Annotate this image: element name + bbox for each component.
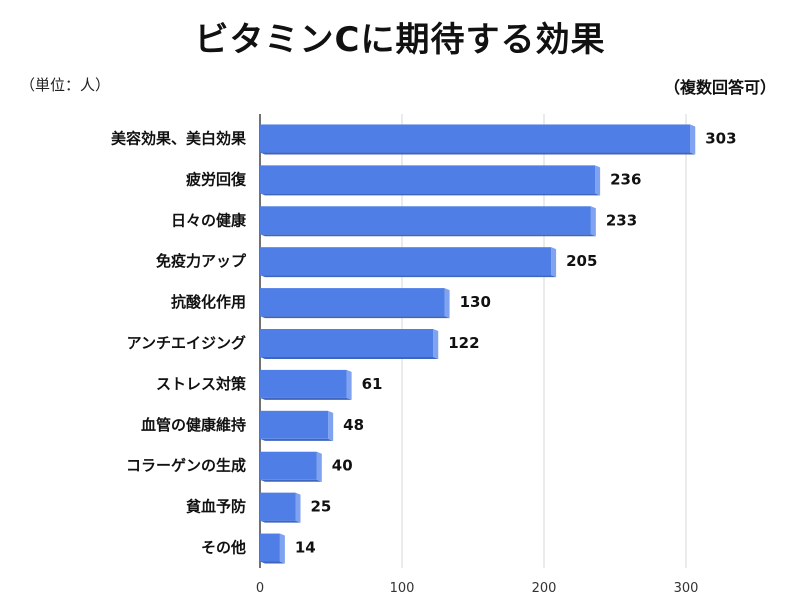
bar-side xyxy=(279,533,285,564)
bar xyxy=(260,165,596,194)
data-label: 14 xyxy=(295,539,316,557)
data-label: 205 xyxy=(566,252,597,270)
x-tick-label: 0 xyxy=(256,581,264,596)
bar-shadow xyxy=(260,234,596,237)
multiple-answer-note: （複数回答可） xyxy=(663,78,776,97)
bar xyxy=(260,206,591,235)
chart-title: ビタミンCに期待する効果 xyxy=(194,20,606,60)
bar-shadow xyxy=(260,152,696,155)
bar-side xyxy=(590,206,596,237)
data-label: 48 xyxy=(343,416,364,434)
category-label: 美容効果、美白効果 xyxy=(111,129,247,147)
bar xyxy=(260,451,317,480)
bar-side xyxy=(346,369,352,400)
bar-shadow xyxy=(260,275,557,278)
bar xyxy=(260,288,445,317)
x-tick-label: 100 xyxy=(390,581,415,596)
bar-side xyxy=(328,410,334,441)
bar xyxy=(260,329,434,357)
data-label: 25 xyxy=(311,498,332,516)
category-label: 抗酸化作用 xyxy=(171,293,246,311)
category-label: ストレス対策 xyxy=(156,375,247,393)
unit-note: （単位：人） xyxy=(20,76,111,94)
bar-side xyxy=(551,247,557,278)
x-tick-label: 200 xyxy=(532,581,557,596)
bar-shadow xyxy=(260,479,322,482)
bar-shadow xyxy=(260,316,450,319)
category-label: その他 xyxy=(201,539,246,557)
bar xyxy=(260,369,347,398)
bar xyxy=(260,492,296,521)
bar xyxy=(260,533,280,562)
data-label: 122 xyxy=(448,334,479,352)
bar xyxy=(260,410,329,439)
data-label: 303 xyxy=(705,129,736,147)
category-label: 日々の健康 xyxy=(171,211,247,229)
category-label: 貧血予防 xyxy=(186,498,246,516)
bar-shadow xyxy=(260,357,439,359)
data-label: 40 xyxy=(332,457,353,475)
category-label: 免疫力アップ xyxy=(156,252,247,270)
bar xyxy=(260,247,552,276)
data-label: 233 xyxy=(606,211,637,229)
bar-side xyxy=(690,124,696,155)
bar-shadow xyxy=(260,520,301,523)
bar xyxy=(260,124,691,153)
data-label: 61 xyxy=(362,375,383,393)
bar-shadow xyxy=(260,193,601,196)
category-label: アンチエイジング xyxy=(127,334,246,352)
data-label: 130 xyxy=(460,293,491,311)
bar-shadow xyxy=(260,438,334,441)
category-label: 疲労回復 xyxy=(186,170,247,188)
x-tick-label: 300 xyxy=(674,581,699,596)
bar-shadow xyxy=(260,397,352,400)
bar-side xyxy=(433,329,439,359)
category-label: 血管の健康維持 xyxy=(141,416,246,434)
bar-side xyxy=(595,165,601,196)
category-label: コラーゲンの生成 xyxy=(126,457,246,475)
bar-side xyxy=(295,492,301,523)
bar-side xyxy=(444,288,450,319)
data-label: 236 xyxy=(610,170,641,188)
bar-side xyxy=(316,451,322,482)
bar-shadow xyxy=(260,561,285,564)
